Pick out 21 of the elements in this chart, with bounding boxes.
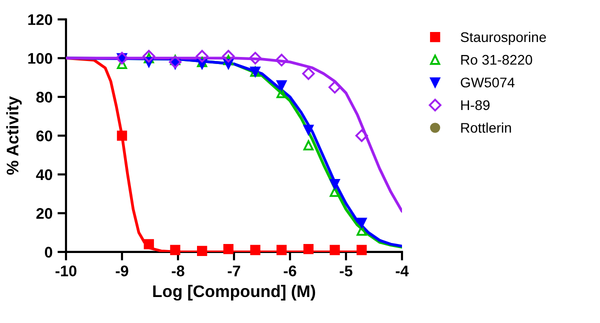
legend-label: Staurosporine (460, 32, 546, 45)
y-tick-label: 60 (36, 130, 52, 142)
x-tick-label: -7 (228, 266, 240, 276)
y-tick-label: 80 (36, 92, 52, 103)
y-tick-label: 0 (44, 246, 52, 258)
legend-label: Ro 31-8220 (461, 54, 532, 65)
x-tick-label: -6 (284, 266, 296, 276)
x-tick-label: -8 (172, 266, 184, 276)
y-axis-title: % Activity (6, 96, 22, 175)
y-tick-label: 100 (28, 53, 52, 64)
x-tick-label: -4 (396, 266, 409, 276)
y-tick-label: 20 (36, 208, 52, 219)
y-tick-label: 120 (28, 14, 52, 26)
x-tick-label: -5 (340, 266, 352, 276)
x-tick-label: -10 (56, 266, 76, 276)
legend-label: Rottlerin (461, 122, 511, 133)
legend-label: GW5074 (460, 78, 515, 88)
legend-label: H-89 (461, 100, 490, 110)
y-tick-label: 40 (36, 169, 52, 180)
x-axis-title: Log [Compound] (M) (153, 284, 316, 301)
x-tick-label: -9 (116, 266, 128, 276)
